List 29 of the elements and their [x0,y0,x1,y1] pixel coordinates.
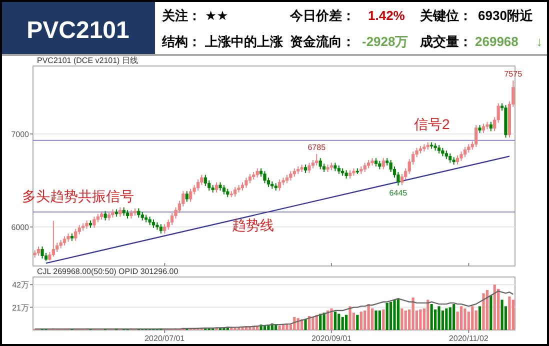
annotation: 6785 [308,142,326,152]
y-tick-label: 6000 [11,222,30,232]
text: 成交量： [419,34,472,49]
text: -2928万 [362,34,408,49]
text: PVC2101 [26,17,130,44]
text: 上涨中的上涨 [204,34,284,49]
y-tick-label: 21万 [12,303,29,312]
annotation: 多头趋势共振信号 [22,188,134,204]
text: ↓ [536,34,542,49]
annotation: 趋势线 [232,217,274,233]
text: ★★ [205,8,228,23]
x-tick-label: 2020/07/01 [144,334,186,343]
text: 今日价差： [289,8,355,23]
annotation: 7575 [504,69,523,78]
text: 269968 [475,34,518,49]
text: 资金流向： [290,34,355,49]
y-tick-label: 7000 [11,130,30,139]
x-tick-label: 2020/09/01 [311,334,352,343]
annotation: 信号2 [414,116,450,132]
chart-subtitle: CJL 269968.00(50:50) OPID 301296.00 [37,267,179,276]
chart-subtitle: PVC2101 (DCE v2101) 日线 [37,56,138,65]
y-tick-label: 42万 [12,280,29,290]
text: 1.42% [368,8,406,23]
text: 关注： [161,8,201,23]
text: 结构： [161,34,201,49]
text: 关键位： [419,8,472,23]
annotation: 6445 [389,188,408,198]
x-tick-label: 2020/11/02 [448,334,489,343]
text: 6930附近 [478,8,534,23]
